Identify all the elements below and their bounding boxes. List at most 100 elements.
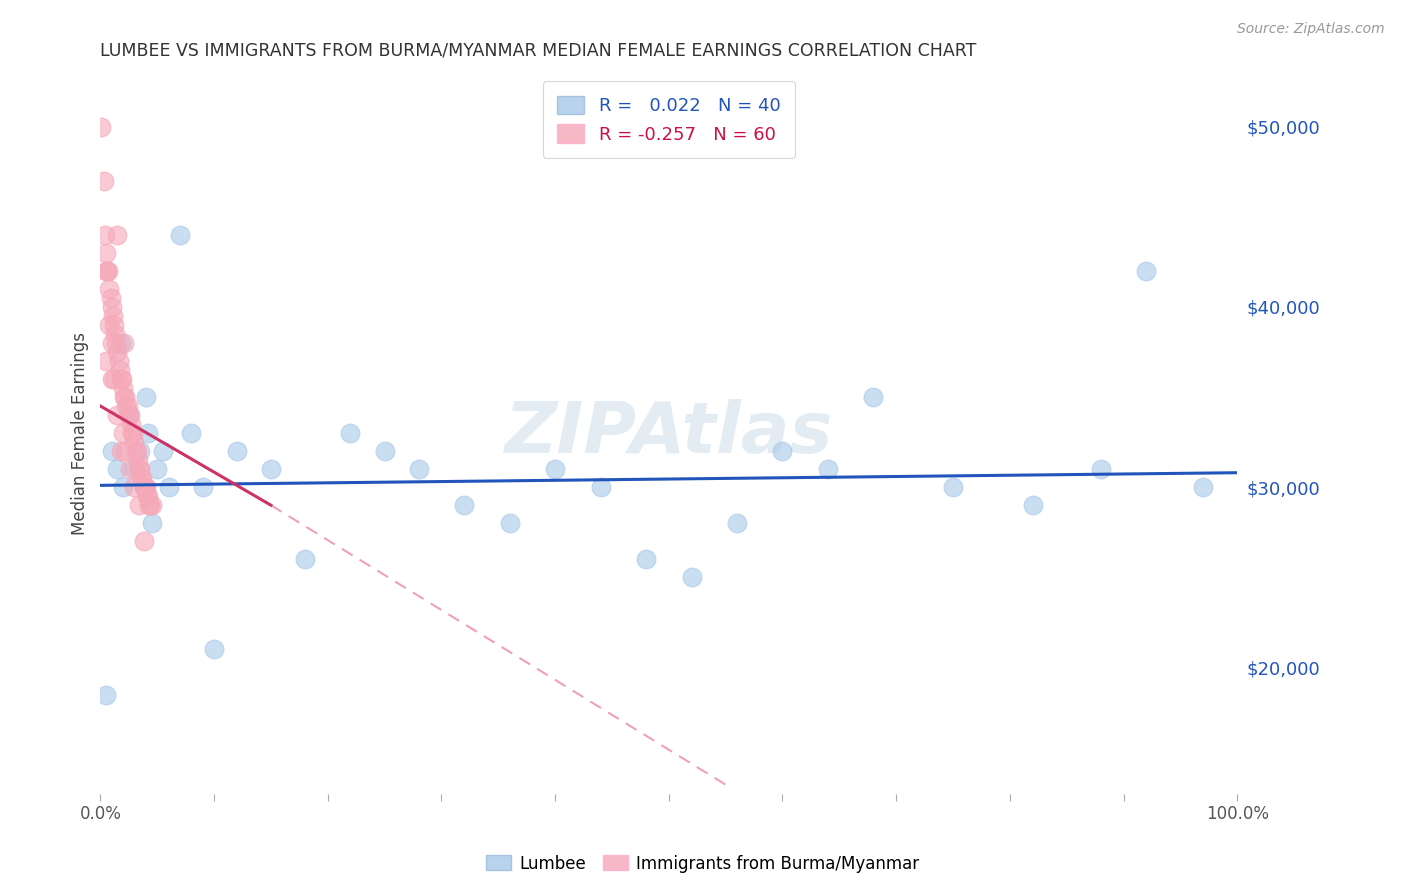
Point — [139, 498, 162, 512]
Point — [94, 264, 117, 278]
Point — [408, 462, 430, 476]
Point — [103, 318, 125, 332]
Point — [124, 462, 146, 476]
Point — [94, 245, 117, 260]
Point — [141, 498, 163, 512]
Point — [129, 444, 152, 458]
Text: LUMBEE VS IMMIGRANTS FROM BURMA/MYANMAR MEDIAN FEMALE EARNINGS CORRELATION CHART: LUMBEE VS IMMIGRANTS FROM BURMA/MYANMAR … — [100, 42, 977, 60]
Point — [107, 408, 129, 422]
Point — [138, 498, 160, 512]
Text: ZIPAtlas: ZIPAtlas — [505, 399, 832, 467]
Point — [136, 425, 159, 440]
Point — [98, 318, 121, 332]
Point — [112, 390, 135, 404]
Legend: Lumbee, Immigrants from Burma/Myanmar: Lumbee, Immigrants from Burma/Myanmar — [479, 848, 927, 880]
Point — [107, 227, 129, 242]
Point — [110, 335, 132, 350]
Point — [681, 570, 703, 584]
Point — [103, 372, 125, 386]
Point — [115, 399, 138, 413]
Point — [260, 462, 283, 476]
Point — [108, 363, 131, 377]
Point — [93, 173, 115, 187]
Point — [124, 480, 146, 494]
Point — [127, 453, 149, 467]
Point — [131, 471, 153, 485]
Point — [100, 372, 122, 386]
Point — [114, 444, 136, 458]
Point — [98, 282, 121, 296]
Point — [128, 462, 150, 476]
Point — [129, 462, 152, 476]
Point — [94, 354, 117, 368]
Point — [141, 516, 163, 531]
Point — [498, 516, 520, 531]
Point — [225, 444, 247, 458]
Point — [97, 264, 120, 278]
Point — [180, 425, 202, 440]
Point — [772, 444, 794, 458]
Point — [453, 498, 475, 512]
Point — [132, 480, 155, 494]
Point — [1090, 462, 1112, 476]
Point — [135, 390, 157, 404]
Point — [112, 381, 135, 395]
Point — [122, 425, 145, 440]
Point — [202, 642, 225, 657]
Point — [100, 444, 122, 458]
Point — [104, 326, 127, 341]
Point — [112, 480, 135, 494]
Legend: R =   0.022   N = 40, R = -0.257   N = 60: R = 0.022 N = 40, R = -0.257 N = 60 — [543, 81, 794, 158]
Point — [94, 227, 117, 242]
Point — [157, 480, 180, 494]
Point — [90, 120, 112, 134]
Point — [191, 480, 214, 494]
Point — [124, 435, 146, 450]
Point — [544, 462, 567, 476]
Point — [112, 425, 135, 440]
Point — [128, 498, 150, 512]
Point — [1192, 480, 1215, 494]
Point — [589, 480, 612, 494]
Point — [862, 390, 884, 404]
Point — [634, 552, 657, 566]
Point — [120, 417, 142, 431]
Point — [132, 534, 155, 549]
Point — [107, 354, 129, 368]
Point — [118, 408, 141, 422]
Point — [132, 480, 155, 494]
Point — [339, 425, 361, 440]
Point — [118, 408, 141, 422]
Point — [100, 335, 122, 350]
Point — [105, 335, 128, 350]
Point — [110, 444, 132, 458]
Point — [94, 688, 117, 702]
Point — [117, 399, 139, 413]
Point — [100, 291, 122, 305]
Point — [101, 309, 124, 323]
Text: Source: ZipAtlas.com: Source: ZipAtlas.com — [1237, 22, 1385, 37]
Point — [134, 480, 156, 494]
Point — [118, 462, 141, 476]
Point — [1021, 498, 1043, 512]
Point — [725, 516, 748, 531]
Point — [96, 264, 118, 278]
Point — [124, 444, 146, 458]
Point — [112, 335, 135, 350]
Point — [152, 444, 174, 458]
Point — [114, 390, 136, 404]
Point — [146, 462, 169, 476]
Point — [136, 489, 159, 503]
Point — [107, 462, 129, 476]
Point — [374, 444, 396, 458]
Point — [125, 444, 148, 458]
Point — [169, 227, 191, 242]
Point — [1135, 264, 1157, 278]
Point — [100, 300, 122, 314]
Point — [942, 480, 965, 494]
Point — [110, 372, 132, 386]
Point — [107, 345, 129, 359]
Point — [294, 552, 316, 566]
Point — [136, 489, 159, 503]
Point — [118, 408, 141, 422]
